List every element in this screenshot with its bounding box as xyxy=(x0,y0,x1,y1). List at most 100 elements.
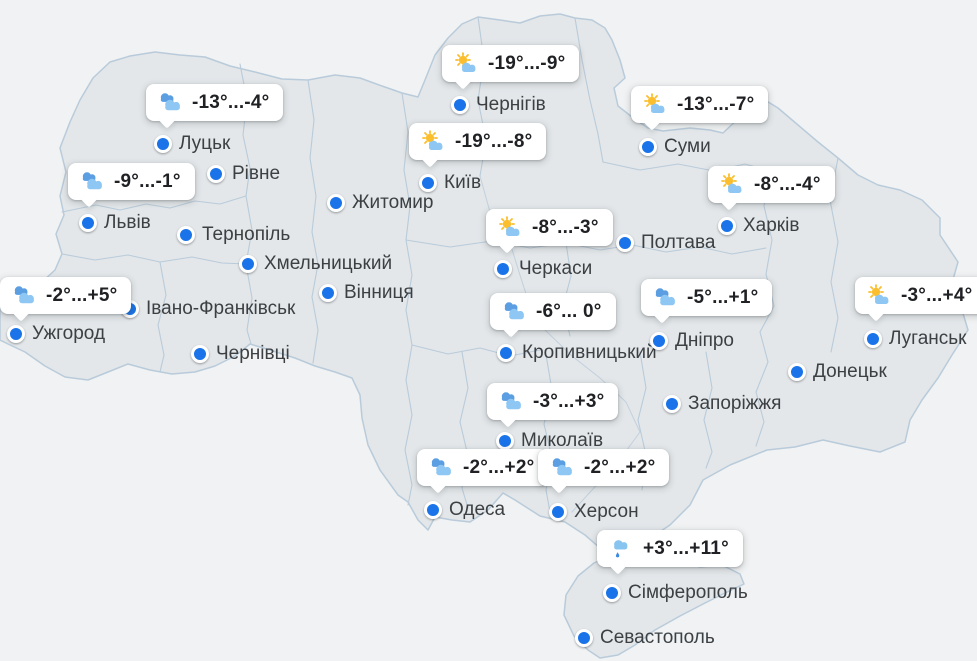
city-marker[interactable]: Вінниця xyxy=(319,283,414,302)
city-dot xyxy=(319,283,337,302)
temperature-range: -8°...-3° xyxy=(532,216,599,238)
city-label: Івано-Франківськ xyxy=(146,298,296,319)
city-label: Черкаси xyxy=(519,258,593,279)
city-label: Луганськ xyxy=(889,328,967,349)
city-label: Хмельницький xyxy=(264,253,393,274)
city-label: Донецьк xyxy=(813,361,887,382)
weather-badge[interactable]: -2°...+5° xyxy=(0,277,132,314)
weather-badge[interactable]: -13°...-4° xyxy=(146,84,284,121)
city-label: Вінниця xyxy=(344,282,414,303)
city-label: Ужгород xyxy=(32,323,106,344)
city-dot xyxy=(494,259,512,278)
city-label: Львів xyxy=(104,212,151,233)
city-dot xyxy=(663,394,681,413)
temperature-range: -5°...+1° xyxy=(687,286,759,308)
city-marker[interactable]: Запоріжжя xyxy=(663,394,781,413)
city-marker[interactable]: Хмельницький xyxy=(239,254,392,273)
city-label: Харків xyxy=(743,215,800,236)
city-dot xyxy=(603,583,621,602)
city-marker[interactable]: Луцьк xyxy=(154,134,230,153)
city-marker[interactable]: Ужгород xyxy=(7,324,105,343)
sun-cloud-icon xyxy=(497,216,524,239)
city-dot xyxy=(239,254,257,273)
cloudy-icon xyxy=(428,456,455,479)
city-dot xyxy=(650,331,668,350)
city-dot xyxy=(191,344,209,363)
city-marker[interactable]: Рівне xyxy=(207,164,280,183)
city-marker[interactable]: Тернопіль xyxy=(177,225,290,244)
cloudy-icon xyxy=(549,456,576,479)
city-dot xyxy=(177,225,195,244)
city-marker[interactable]: Харків xyxy=(718,216,799,235)
weather-badge[interactable]: +3°...+11° xyxy=(597,530,743,567)
city-dot xyxy=(496,431,514,450)
city-marker[interactable]: Кропивницький xyxy=(497,343,657,362)
weather-badge[interactable]: -3°...+3° xyxy=(487,383,619,420)
temperature-range: -2°...+2° xyxy=(463,456,535,478)
city-marker[interactable]: Черкаси xyxy=(494,259,592,278)
city-marker[interactable]: Полтава xyxy=(616,233,715,252)
city-marker[interactable]: Дніпро xyxy=(650,331,734,350)
cloudy-icon xyxy=(498,390,525,413)
city-marker[interactable]: Івано-Франківськ xyxy=(121,299,295,318)
weather-badge[interactable]: -9°...-1° xyxy=(68,163,195,200)
city-dot xyxy=(327,193,345,212)
city-marker[interactable]: Суми xyxy=(639,137,711,156)
cloudy-icon xyxy=(79,170,106,193)
weather-badge[interactable]: -5°...+1° xyxy=(641,279,773,316)
city-marker[interactable]: Миколаїв xyxy=(496,431,603,450)
city-label: Житомир xyxy=(352,192,434,213)
city-marker[interactable]: Львів xyxy=(79,213,151,232)
city-dot xyxy=(497,343,515,362)
weather-badge[interactable]: -6°... 0° xyxy=(490,293,616,330)
temperature-range: -13°...-7° xyxy=(677,93,755,115)
city-marker[interactable]: Луганськ xyxy=(864,329,966,348)
city-label: Запоріжжя xyxy=(688,393,782,414)
city-dot xyxy=(864,329,882,348)
weather-badge[interactable]: -2°...+2° xyxy=(538,449,670,486)
city-label: Кропивницький xyxy=(522,342,657,363)
city-marker[interactable]: Одеса xyxy=(424,500,505,519)
cloudy-icon xyxy=(11,284,38,307)
city-label: Чернігів xyxy=(476,94,546,115)
weather-badge[interactable]: -2°...+2° xyxy=(417,449,549,486)
temperature-range: -13°...-4° xyxy=(192,91,270,113)
weather-badge[interactable]: -13°...-7° xyxy=(631,86,769,123)
weather-badge[interactable]: -8°...-3° xyxy=(486,209,613,246)
weather-badge[interactable]: -19°...-8° xyxy=(409,123,547,160)
weather-badge[interactable]: -3°...+4° xyxy=(855,277,977,314)
city-dot xyxy=(451,95,469,114)
city-marker[interactable]: Чернігів xyxy=(451,95,546,114)
sun-cloud-icon xyxy=(719,173,746,196)
temperature-range: -2°...+5° xyxy=(46,284,118,306)
temperature-range: -9°...-1° xyxy=(114,170,181,192)
cloudy-icon xyxy=(157,91,184,114)
city-dot xyxy=(718,216,736,235)
sun-cloud-icon xyxy=(420,130,447,153)
city-dot xyxy=(424,500,442,519)
sun-cloud-icon xyxy=(642,93,669,116)
city-marker[interactable]: Херсон xyxy=(549,502,639,521)
city-dot xyxy=(207,164,225,183)
city-marker[interactable]: Донецьк xyxy=(788,362,887,381)
city-dot xyxy=(639,137,657,156)
city-dot xyxy=(788,362,806,381)
city-marker[interactable]: Сімферополь xyxy=(603,583,748,602)
temperature-range: -3°...+3° xyxy=(533,390,605,412)
sun-cloud-icon xyxy=(453,52,480,75)
weather-badge[interactable]: -19°...-9° xyxy=(442,45,580,82)
cloudy-icon xyxy=(652,286,679,309)
city-label: Сімферополь xyxy=(628,582,748,603)
city-dot xyxy=(549,502,567,521)
city-marker[interactable]: Житомир xyxy=(327,193,433,212)
city-marker[interactable]: Чернівці xyxy=(191,344,290,363)
temperature-range: -19°...-8° xyxy=(455,130,533,152)
city-marker[interactable]: Севастополь xyxy=(575,628,715,647)
city-label: Миколаїв xyxy=(521,430,604,451)
city-marker[interactable]: Київ xyxy=(419,173,481,192)
city-label: Херсон xyxy=(574,501,639,522)
city-label: Тернопіль xyxy=(202,224,291,245)
city-label: Рівне xyxy=(232,163,281,184)
weather-badge[interactable]: -8°...-4° xyxy=(708,166,835,203)
